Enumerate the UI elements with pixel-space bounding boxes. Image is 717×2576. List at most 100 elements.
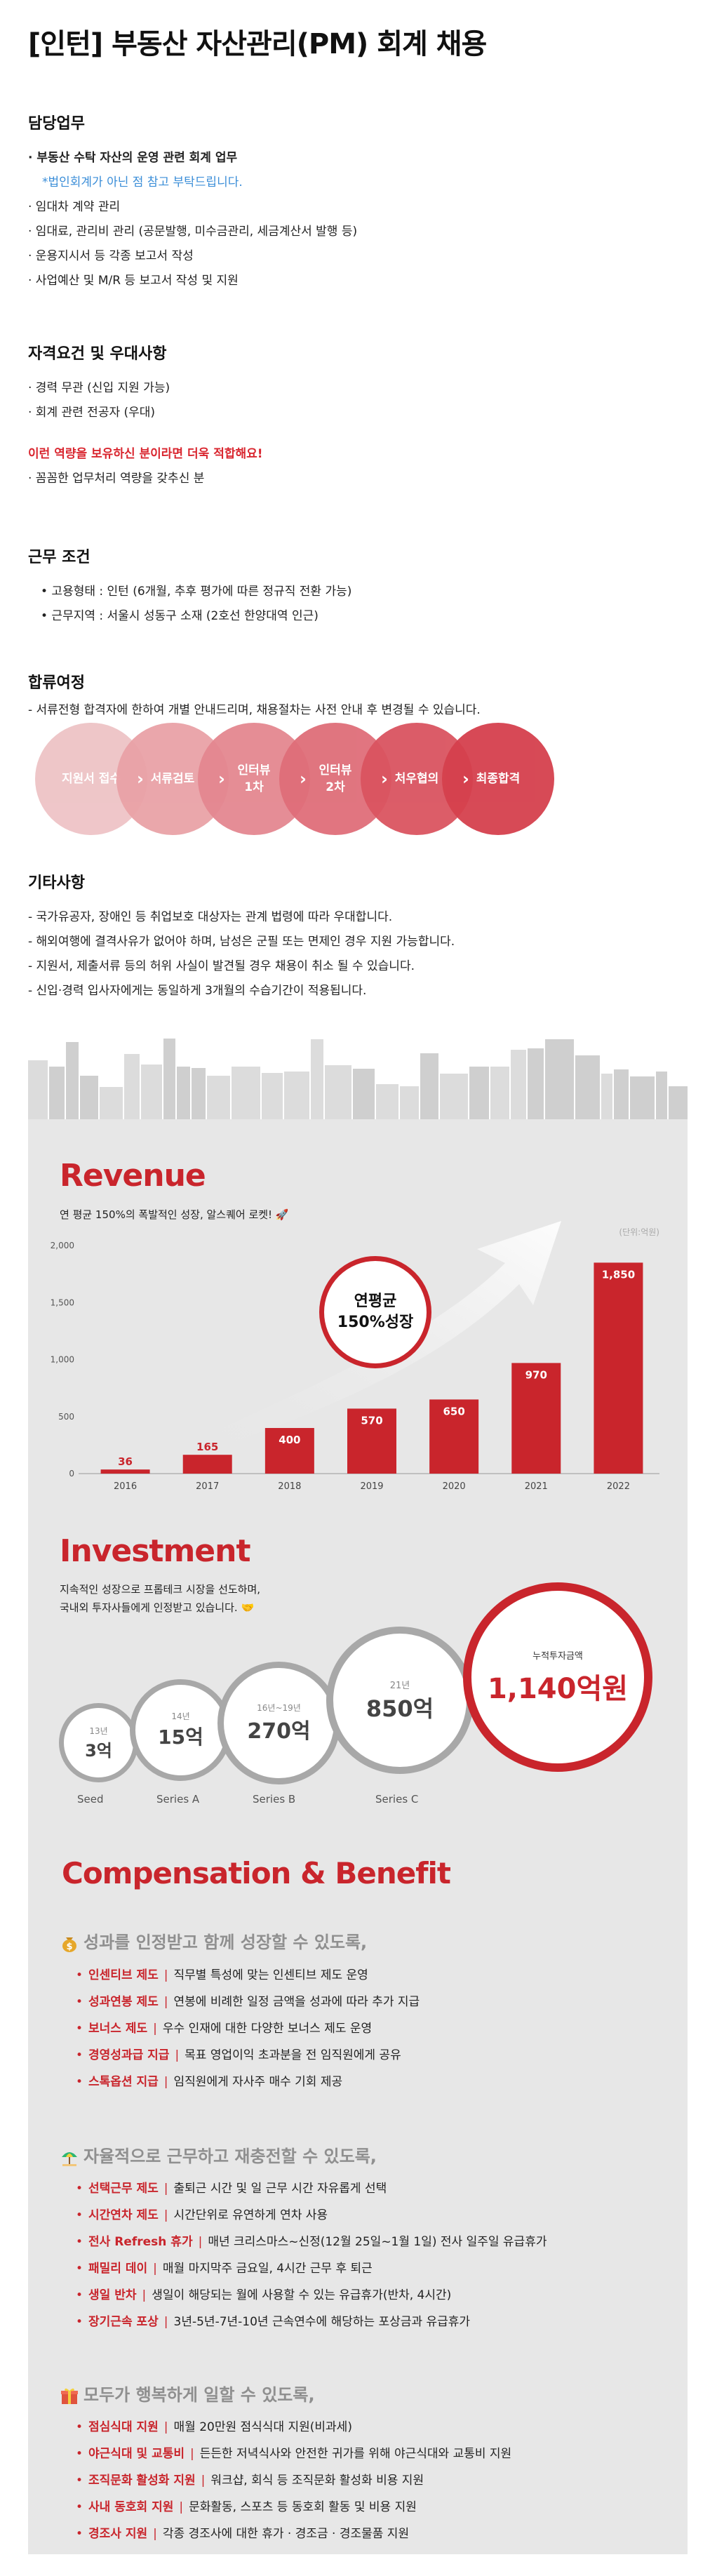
benefit-group-title: 자율적으로 근무하고 재충전할 수 있도록, <box>60 2142 377 2167</box>
benefit-description: 매월 마지막주 금요일, 4시간 근무 후 퇴근 <box>162 2262 373 2276</box>
chevron-right-icon: › <box>462 769 469 789</box>
revenue-bar <box>182 1455 232 1474</box>
bullet-icon: • <box>76 2527 83 2541</box>
revenue-heading: Revenue <box>60 1158 206 1194</box>
round-name: Series C <box>375 1793 419 1806</box>
benefit-label: 경조사 지원 <box>88 2527 148 2541</box>
bar-value-label: 165 <box>196 1441 218 1453</box>
process-steps: 지원서 접수 서류검토 인터뷰 1차 인터뷰 2차 처우협의 최종합격 › › … <box>35 723 554 842</box>
building-shape <box>490 1067 509 1119</box>
duties-section: 담당업무 · 부동산 수탁 자산의 운영 관련 회계 업무 *법인회계가 아닌 … <box>28 111 702 293</box>
benefit-item: • 야근식대 및 교통비 | 든든한 저녁식사와 안전한 귀가를 위해 야근식대와 교… <box>76 2441 679 2467</box>
preferred-highlight: 이런 역량을 보유하신 분이라면 더욱 적합해요! <box>28 447 263 461</box>
benefit-item: • 보너스 제도 | 우수 인재에 대한 다양한 보너스 제도 운영 <box>76 2015 679 2042</box>
bullet-icon: • <box>76 1995 83 2009</box>
bullet-icon: • <box>76 2500 83 2514</box>
x-tick-label: 2021 <box>525 1481 548 1492</box>
bullet-icon: • <box>76 2288 83 2302</box>
x-tick-label: 2022 <box>607 1481 630 1492</box>
preferred-item: · 꼼꼼한 업무처리 역량을 갖추신 분 <box>28 472 205 486</box>
benefit-description: 든든한 저녁식사와 안전한 귀가를 위해 야근식대와 교통비 지원 <box>199 2447 512 2461</box>
separator: | <box>153 2262 157 2276</box>
other-item: - 지원서, 제출서류 등의 허위 사실이 발견될 경우 채용이 취소 될 수 … <box>28 959 415 973</box>
benefit-item: • 경영성과급 지급 | 목표 영업이익 초과분을 전 임직원에게 공유 <box>76 2042 679 2069</box>
building-shape <box>353 1069 375 1119</box>
bullet-icon: • <box>76 2447 83 2461</box>
condition-item: • 고용형태 : 인턴 (6개월, 추후 평가에 따른 정규직 전환 가능) <box>41 585 352 599</box>
conditions-heading: 근무 조건 <box>28 549 91 566</box>
benefit-item: • 인센티브 제도 | 직무별 특성에 맞는 인센티브 제도 운영 <box>76 1962 679 1989</box>
bar-value-label: 970 <box>525 1368 547 1381</box>
benefit-group-title: $ 성과를 인정받고 함께 성장할 수 있도록, <box>60 1928 367 1953</box>
separator: | <box>163 2315 168 2329</box>
bullet-icon: • <box>76 2262 83 2276</box>
growth-badge: 연평균 150%성장 <box>319 1256 431 1368</box>
building-shape <box>207 1076 230 1119</box>
benefit-label: 전사 Refresh 휴가 <box>88 2235 193 2249</box>
beach-umbrella-icon <box>62 2152 77 2166</box>
bullet-icon: • <box>76 2075 83 2089</box>
process-heading: 합류여정 <box>28 674 85 692</box>
revenue-subtitle: 연 평균 150%의 폭발적인 성장, 알스퀘어 로켓! 🚀 <box>60 1208 289 1221</box>
requirements-section: 자격요건 및 우대사항 · 경력 무관 (신입 지원 가능) · 회계 관련 전… <box>28 341 702 491</box>
building-shape <box>400 1086 419 1119</box>
chevron-right-icon: › <box>137 769 144 789</box>
building-shape <box>80 1076 98 1119</box>
benefit-description: 시간단위로 유연하게 연차 사용 <box>173 2208 328 2222</box>
bar-value-label: 36 <box>118 1455 133 1468</box>
bullet-icon: • <box>76 2182 83 2196</box>
separator: | <box>153 2022 157 2036</box>
building-shape <box>575 1055 600 1119</box>
duties-note: *법인회계가 아닌 점 참고 부탁드립니다. <box>42 175 243 189</box>
building-shape <box>469 1067 489 1119</box>
x-tick-label: 2020 <box>443 1481 466 1492</box>
round-circle-series-c: 21년 850억 <box>326 1627 474 1774</box>
building-shape <box>141 1065 162 1119</box>
building-shape <box>511 1050 526 1119</box>
benefit-label: 시간연차 제도 <box>88 2208 159 2222</box>
revenue-bar <box>429 1399 479 1474</box>
other-item: - 신입·경력 입사자에게는 동일하게 3개월의 수습기간이 적용됩니다. <box>28 984 367 998</box>
separator: | <box>142 2288 147 2302</box>
x-tick-label: 2018 <box>278 1481 301 1492</box>
benefit-item: • 패밀리 데이 | 매월 마지막주 금요일, 4시간 근무 후 퇴근 <box>76 2255 679 2282</box>
round-name: Series B <box>253 1793 296 1806</box>
benefit-label: 야근식대 및 교통비 <box>88 2447 185 2461</box>
benefit-label: 경영성과급 지급 <box>88 2048 170 2062</box>
condition-item: • 근무지역 : 서울시 성동구 소재 (2호선 한양대역 인근) <box>41 609 319 623</box>
benefit-description: 직무별 특성에 맞는 인센티브 제도 운영 <box>173 1968 368 1982</box>
bullet-icon: • <box>76 2022 83 2036</box>
building-shape <box>614 1069 629 1119</box>
separator: | <box>163 2208 168 2222</box>
bar-value-label: 650 <box>443 1405 464 1417</box>
round-circle-series-b: 16년~19년 270억 <box>217 1662 340 1784</box>
x-tick-label: 2017 <box>196 1481 219 1492</box>
conditions-section: 근무 조건 • 고용형태 : 인턴 (6개월, 추후 평가에 따른 정규직 전환… <box>28 545 702 629</box>
benefit-description: 연봉에 비례한 일정 금액을 성과에 따라 추가 지급 <box>173 1995 420 2009</box>
round-name: Seed <box>77 1793 104 1806</box>
benefit-item: • 경조사 지원 | 각종 경조사에 대한 휴가 · 경조금 · 경조물품 지원 <box>76 2521 679 2547</box>
y-tick-label: 1,000 <box>51 1355 74 1365</box>
benefit-item: • 성과연봉 제도 | 연봉에 비례한 일정 금액을 성과에 따라 추가 지급 <box>76 1989 679 2015</box>
separator: | <box>163 2075 168 2089</box>
building-shape <box>100 1087 123 1119</box>
other-item: - 국가유공자, 장애인 등 취업보호 대상자는 관계 법령에 따라 우대합니다… <box>28 910 393 924</box>
benefit-item: • 선택근무 제도 | 출퇴근 시간 및 일 근무 시간 자유롭게 선택 <box>76 2175 679 2202</box>
benefit-label: 패밀리 데이 <box>88 2262 148 2276</box>
bullet-icon: • <box>76 1968 83 1982</box>
bullet-icon: • <box>76 2048 83 2062</box>
revenue-bar <box>594 1262 643 1474</box>
building-shape <box>325 1065 351 1119</box>
benefit-description: 우수 인재에 대한 다양한 보너스 제도 운영 <box>162 2022 373 2036</box>
total-investment-circle: 누적투자금액 1,140억원 <box>463 1582 652 1772</box>
revenue-bar <box>347 1408 396 1474</box>
building-shape <box>232 1067 260 1119</box>
building-shape <box>545 1039 574 1119</box>
building-shape <box>66 1042 79 1119</box>
y-tick-label: 0 <box>69 1469 74 1479</box>
benefit-description: 매년 크리스마스~신정(12월 25일~1월 1일) 전사 일주일 유급휴가 <box>208 2235 547 2249</box>
benefit-description: 3년-5년-7년-10년 근속연수에 해당하는 포상금과 유급휴가 <box>173 2315 471 2329</box>
building-shape <box>669 1086 688 1119</box>
separator: | <box>163 2420 168 2434</box>
